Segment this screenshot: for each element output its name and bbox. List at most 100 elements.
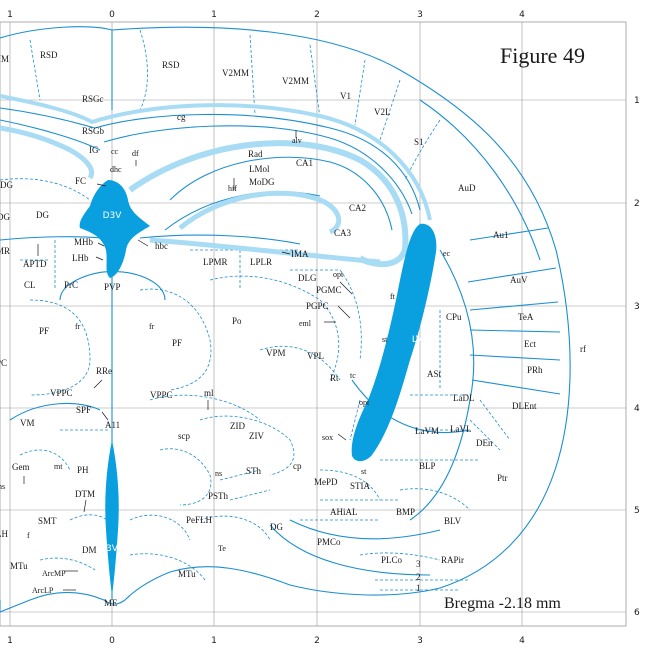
region-label: LMol xyxy=(249,164,270,174)
thalamus-labels: MHb LHb hbc APTD CL PrC PVP PF fr fr PF … xyxy=(0,237,396,383)
region-label: FC xyxy=(75,176,86,186)
bregma-label: Bregma -2.18 mm xyxy=(444,595,561,612)
region-label: ft xyxy=(390,292,396,301)
tick-label: 1 xyxy=(7,636,13,646)
region-label: BLV xyxy=(444,516,462,526)
lv-label: LV xyxy=(412,335,423,345)
region-label: RSGc xyxy=(82,94,104,104)
region-label: cc xyxy=(111,147,119,156)
brain-outline xyxy=(0,26,571,613)
region-label: PRh xyxy=(527,365,543,375)
tick-label: 0 xyxy=(109,636,115,646)
region-label: DG xyxy=(0,212,10,222)
region-label: ml xyxy=(204,388,214,398)
region-label: VPPC xyxy=(50,388,73,398)
region-label: APTD xyxy=(23,259,47,269)
region-label: DM xyxy=(82,545,97,555)
tick-label: 3 xyxy=(634,302,640,312)
region-label: TeA xyxy=(518,312,534,322)
region-label: 1 xyxy=(416,583,421,593)
region-label: Ptr xyxy=(497,473,508,483)
leader-lines xyxy=(23,130,353,591)
region-label: CL xyxy=(24,280,36,290)
region-label: LPLR xyxy=(250,257,272,267)
region-label: ns xyxy=(0,482,5,491)
tick-label: 1 xyxy=(211,636,217,646)
region-label: sox xyxy=(322,433,333,442)
region-label: DLG xyxy=(298,273,317,283)
region-label: IM xyxy=(0,54,9,64)
tick-label: 1 xyxy=(211,10,217,20)
region-label: DG xyxy=(36,210,49,220)
region-label: LaVL xyxy=(450,424,472,434)
region-label: df xyxy=(132,149,139,158)
region-label: ArcLP xyxy=(32,586,54,595)
midbrain-labels: RRe VPPC VPPC ml SPF A11 VM scp ZID ZIV … xyxy=(0,366,283,608)
region-label: MHb xyxy=(74,237,94,247)
region-label: AuD xyxy=(458,183,476,193)
region-label: RRe xyxy=(96,366,112,376)
region-label: DG xyxy=(270,522,283,532)
region-label: rf xyxy=(580,344,586,354)
striatum-labels: ec CPu st ASt LaDL LaVM LaVL DEn opt sox… xyxy=(293,249,508,593)
region-label: opt xyxy=(359,398,370,407)
alveus-tract xyxy=(128,140,409,268)
region-label: 2 xyxy=(416,572,421,582)
region-label: ns xyxy=(215,469,222,478)
region-label: STh xyxy=(246,466,262,476)
region-label: Po xyxy=(232,316,242,326)
region-label: PeFLH xyxy=(186,515,213,525)
tick-label: 6 xyxy=(634,608,640,618)
region-label: MTu xyxy=(10,561,28,571)
tick-label: 1 xyxy=(634,96,640,106)
tick-label: 0 xyxy=(109,10,115,20)
tick-label: 1 xyxy=(7,10,13,20)
region-label: CA1 xyxy=(296,158,313,168)
region-label: DTM xyxy=(75,489,95,499)
region-label: V2MM xyxy=(222,68,249,78)
region-label: V2L xyxy=(374,107,391,117)
region-label: dhc xyxy=(110,165,122,174)
third-ventricle xyxy=(105,440,119,596)
left-hippocampal-tract xyxy=(0,125,95,180)
region-label: Rad xyxy=(248,149,263,159)
region-label: LaVM xyxy=(415,426,439,436)
region-label: AuV xyxy=(510,275,528,285)
region-label: fr xyxy=(149,322,155,331)
region-label: PGMC xyxy=(316,285,342,295)
fimbria-tract xyxy=(149,237,381,265)
region-label: Au1 xyxy=(493,230,509,240)
region-label: ASt xyxy=(427,369,442,379)
tick-label: 4 xyxy=(634,404,640,414)
region-label: STIA xyxy=(350,481,371,491)
region-label: PGPC xyxy=(306,301,329,311)
dorsal-third-ventricle xyxy=(79,180,150,278)
corpus-callosum-tract xyxy=(0,94,432,221)
region-label: MR xyxy=(0,246,10,256)
region-label: PVP xyxy=(104,282,121,292)
region-label: PF xyxy=(172,338,182,348)
figure-title: Figure 49 xyxy=(500,43,585,68)
region-label: PMCo xyxy=(317,537,341,547)
dentate-tract xyxy=(178,190,342,235)
region-label: DLEnt xyxy=(512,401,537,411)
region-label: IG xyxy=(89,145,99,155)
region-label: BMP xyxy=(396,507,415,517)
region-label: PLCo xyxy=(381,555,403,565)
region-label: st xyxy=(361,467,367,476)
region-label: SMT xyxy=(38,516,57,526)
region-label: VM xyxy=(20,418,35,428)
region-label: RSGb xyxy=(82,126,105,136)
region-label: ZIV xyxy=(249,431,264,441)
region-label: scp xyxy=(178,431,190,441)
region-label: IMA xyxy=(291,249,309,259)
region-label: DEn xyxy=(476,438,493,448)
region-label: V1 xyxy=(340,91,351,101)
right-axis: 1 2 3 4 5 6 xyxy=(634,96,640,618)
region-label: ME xyxy=(104,598,118,608)
region-label: alv xyxy=(292,136,302,145)
region-label: hbc xyxy=(155,241,168,251)
region-label: RSD xyxy=(40,50,58,60)
tick-label: 2 xyxy=(634,199,640,209)
tick-label: 4 xyxy=(519,636,525,646)
